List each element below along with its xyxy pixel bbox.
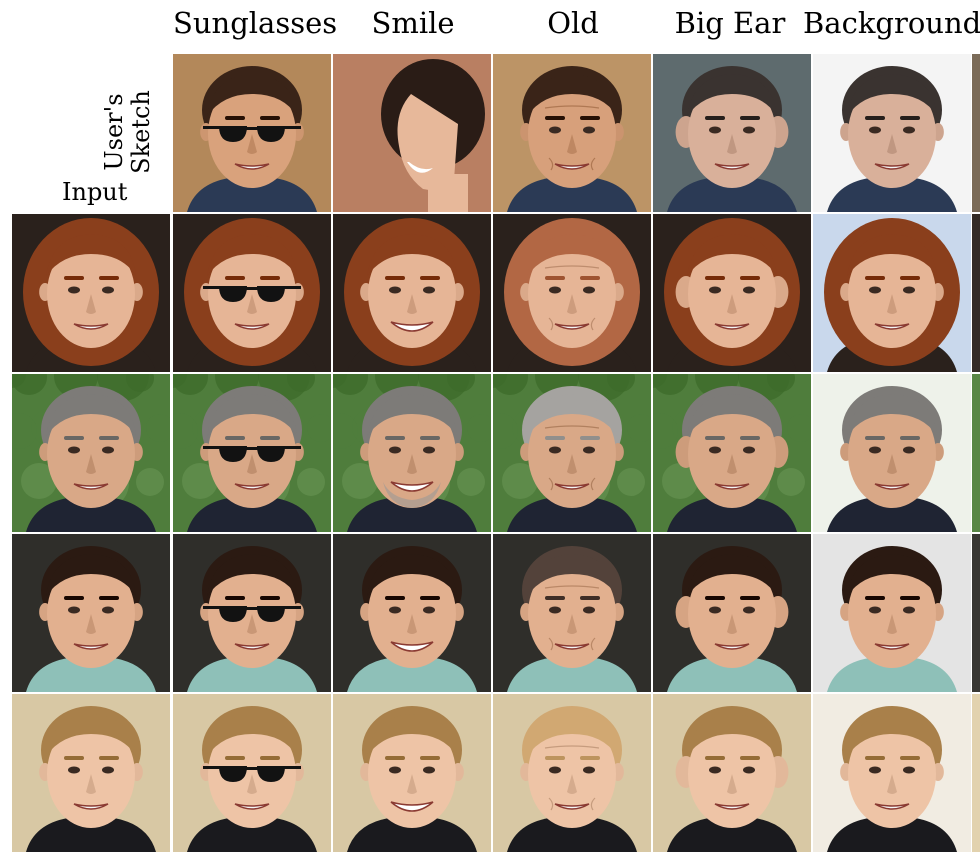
face-young-man-background bbox=[813, 534, 971, 692]
col-header-big-ear: Big Ear bbox=[674, 6, 786, 40]
face-woman-red-hair-input bbox=[12, 214, 170, 372]
col-header-sunglasses: Sunglasses bbox=[173, 6, 338, 40]
face-young-man-smile bbox=[333, 534, 491, 692]
clipped-column-edge bbox=[972, 54, 980, 212]
clipped-column-edge bbox=[972, 214, 980, 372]
face-man-gray-hair-old bbox=[493, 374, 651, 532]
face-woman-red-hair-sunglasses bbox=[173, 214, 331, 372]
face-man-gray-hair-big-ear bbox=[653, 374, 811, 532]
sketch-image-wrinkles bbox=[493, 54, 651, 212]
col-header-smile: Smile bbox=[371, 6, 455, 40]
clipped-column-edge bbox=[972, 694, 980, 852]
clipped-column-edge bbox=[972, 534, 980, 692]
face-man-gray-hair-smile bbox=[333, 374, 491, 532]
sketch-image-none bbox=[813, 54, 971, 212]
face-young-man-sunglasses bbox=[173, 534, 331, 692]
face-man-gray-hair-background bbox=[813, 374, 971, 532]
face-woman-red-hair-background bbox=[813, 214, 971, 372]
clipped-column-edge bbox=[972, 374, 980, 532]
face-woman-red-hair-smile bbox=[333, 214, 491, 372]
face-blonde-woman-smile bbox=[333, 694, 491, 852]
users-sketch-label: User's Sketch bbox=[88, 78, 168, 186]
col-header-background: Background bbox=[803, 6, 980, 40]
face-blonde-woman-sunglasses bbox=[173, 694, 331, 852]
face-blonde-woman-background bbox=[813, 694, 971, 852]
face-man-gray-hair-input bbox=[12, 374, 170, 532]
col-header-old: Old bbox=[547, 6, 599, 40]
face-young-man-big-ear bbox=[653, 534, 811, 692]
face-woman-red-hair-big-ear bbox=[653, 214, 811, 372]
input-label: Input bbox=[62, 178, 128, 206]
face-blonde-woman-input bbox=[12, 694, 170, 852]
users-sketch-text: User's Sketch bbox=[100, 90, 156, 174]
face-blonde-woman-old bbox=[493, 694, 651, 852]
sketch-image-smile bbox=[333, 54, 491, 212]
face-young-man-old bbox=[493, 534, 651, 692]
face-man-gray-hair-sunglasses bbox=[173, 374, 331, 532]
face-young-man-input bbox=[12, 534, 170, 692]
face-woman-red-hair-old bbox=[493, 214, 651, 372]
sketch-image-sunglasses bbox=[173, 54, 331, 212]
face-blonde-woman-big-ear bbox=[653, 694, 811, 852]
sketch-image-ears bbox=[653, 54, 811, 212]
